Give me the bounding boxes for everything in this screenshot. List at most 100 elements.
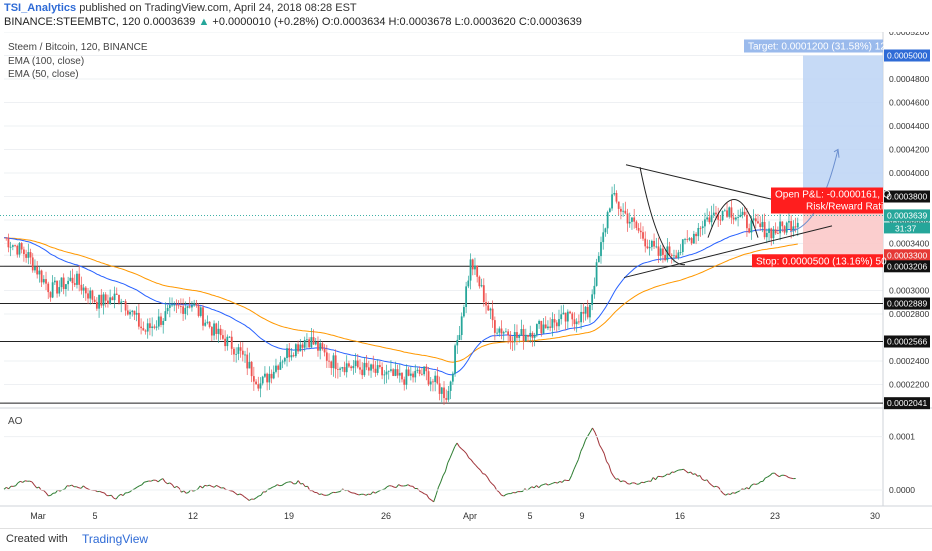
ao-segment xyxy=(583,440,585,446)
ao-segment xyxy=(609,465,611,472)
candle-body xyxy=(138,313,140,327)
ao-segment xyxy=(670,472,672,474)
candle-body xyxy=(220,329,222,335)
ao-segment xyxy=(735,492,737,493)
candle-body xyxy=(233,349,235,355)
candle-body xyxy=(713,213,715,215)
ao-segment xyxy=(291,482,293,484)
author-link[interactable]: TSI_Analytics xyxy=(4,2,76,14)
candle-body xyxy=(755,218,757,221)
candle-body xyxy=(454,345,456,373)
ao-segment xyxy=(592,428,594,432)
ao-segment xyxy=(480,470,482,474)
ao-segment xyxy=(751,484,753,485)
candle-body xyxy=(352,366,354,368)
ao-segment xyxy=(452,447,454,453)
ao-segment xyxy=(597,438,599,445)
candle-body xyxy=(339,368,341,369)
ao-segment xyxy=(172,485,174,488)
ao-segment xyxy=(319,494,321,495)
candle-body xyxy=(262,377,264,384)
ao-segment xyxy=(207,485,209,486)
ao-segment xyxy=(396,485,398,488)
chart-canvas[interactable]: 0.00052000.00048000.00046000.00044000.00… xyxy=(0,32,932,528)
ao-segment xyxy=(245,497,247,499)
ao-segment xyxy=(354,493,356,494)
ao-segment xyxy=(625,481,627,483)
candle-body xyxy=(501,329,503,334)
candle-body xyxy=(189,306,191,307)
candle-body xyxy=(470,259,472,280)
ao-segment xyxy=(553,482,555,483)
ao-segment xyxy=(235,493,237,495)
candle-body xyxy=(235,354,237,355)
symbol: BINANCE:STEEMBTC, 120 xyxy=(4,16,140,28)
ao-segment xyxy=(238,494,240,495)
ao-segment xyxy=(385,487,387,489)
candle-body xyxy=(456,340,458,345)
ao-segment xyxy=(686,471,688,473)
ao-segment xyxy=(44,491,46,493)
ao-segment xyxy=(336,492,338,493)
tradingview-logo[interactable]: TradingView xyxy=(82,532,148,546)
ao-segment xyxy=(688,472,690,473)
ao-segment xyxy=(571,470,573,476)
candle-body xyxy=(724,210,726,211)
ao-segment xyxy=(392,486,394,487)
ao-segment xyxy=(359,494,361,495)
candle-body xyxy=(34,267,36,271)
ao-segment xyxy=(116,496,118,499)
ao-segment xyxy=(436,487,438,495)
candle-body xyxy=(750,220,752,232)
candle-body xyxy=(370,364,372,370)
candle-body xyxy=(200,307,202,316)
price-tick: 0.0002800 xyxy=(889,309,929,319)
date-tick: 30 xyxy=(870,511,880,521)
ao-segment xyxy=(709,483,711,485)
ohlc-values: O:0.0003634 H:0.0003678 L:0.0003620 C:0.… xyxy=(322,16,582,28)
candle-body xyxy=(726,210,728,216)
candle-body xyxy=(613,193,615,194)
candle-body xyxy=(361,370,363,376)
ao-segment xyxy=(742,489,744,490)
candle-body xyxy=(529,333,531,337)
ao-segment xyxy=(46,493,48,496)
ao-segment xyxy=(210,485,212,486)
candle-body xyxy=(257,384,259,388)
up-arrow-icon: ▲ xyxy=(198,16,209,28)
candle-body xyxy=(746,215,748,228)
candle-body xyxy=(611,194,613,208)
ao-segment xyxy=(560,481,562,482)
ao-segment xyxy=(548,484,550,485)
candle-body xyxy=(580,312,582,322)
candle-body xyxy=(165,311,167,321)
ao-segment xyxy=(277,485,279,486)
candle-body xyxy=(465,286,467,307)
candle-body xyxy=(61,278,63,288)
ao-segment xyxy=(684,469,686,471)
candle-body xyxy=(21,243,23,249)
candle-body xyxy=(697,228,699,236)
candle-body xyxy=(364,363,366,375)
ao-segment xyxy=(181,491,183,492)
candle-body xyxy=(786,223,788,233)
ao-segment xyxy=(459,447,461,449)
price-tick: 0.0004800 xyxy=(889,74,929,84)
candle-body xyxy=(587,307,589,317)
candle-body xyxy=(377,365,379,373)
price-tick: 0.0005200 xyxy=(889,32,929,37)
candle-body xyxy=(781,222,783,227)
candle-body xyxy=(715,213,717,215)
price-axis[interactable]: 0.00052000.00048000.00046000.00044000.00… xyxy=(884,32,930,409)
ao-segment xyxy=(541,485,543,486)
candle-body xyxy=(651,241,653,247)
date-tick: 16 xyxy=(675,511,685,521)
candle-body xyxy=(549,327,551,328)
candle-body xyxy=(207,322,209,323)
ao-segment xyxy=(247,499,249,501)
candle-body xyxy=(74,283,76,285)
candle-body xyxy=(226,337,228,346)
footer: Created with TradingView xyxy=(0,528,932,551)
price-tick: 0.0002200 xyxy=(889,380,929,390)
